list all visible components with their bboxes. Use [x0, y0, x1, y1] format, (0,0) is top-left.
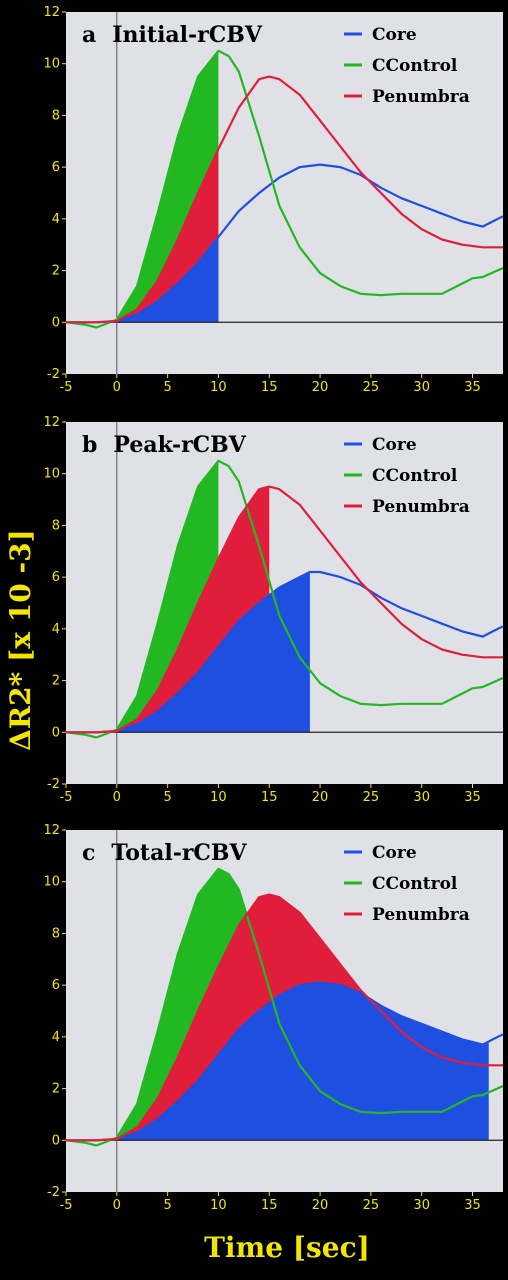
- y-tick-label: 10: [43, 57, 60, 72]
- y-tick-label: 6: [52, 978, 60, 993]
- series-line-core: [66, 570, 503, 734]
- panel-b: b Peak-rCBV Core CControl Penumbra -2 0 2 4 6 8 10 1…: [43, 415, 503, 805]
- y-axis-label: ΔR2* [x 10 -3]: [4, 529, 37, 751]
- panel-letter: a: [82, 22, 96, 48]
- x-tick-label: 15: [261, 790, 278, 805]
- y-tick-label: -2: [47, 777, 60, 792]
- y-tick-label: 4: [52, 212, 60, 227]
- legend-label-core: Core: [372, 25, 417, 45]
- y-tick-label: -2: [47, 1185, 60, 1200]
- legend-label-penumbra: Penumbra: [372, 87, 470, 107]
- y-tick-label: 8: [52, 926, 60, 941]
- panel-a: a Initial-rCBV Core CControl Penumbra -2 0 2 4 6 8…: [43, 5, 503, 395]
- series-line-core: [66, 163, 503, 324]
- x-tick-label: 10: [210, 380, 227, 395]
- area-core: [116, 572, 310, 733]
- legend-label-ccontrol: CControl: [372, 466, 458, 486]
- panel-title-text: Total-rCBV: [111, 840, 247, 866]
- x-tick-label: 25: [363, 380, 380, 395]
- x-tick-label: 25: [363, 1198, 380, 1213]
- x-tick-label: 10: [210, 790, 227, 805]
- y-tick-label: 4: [52, 1030, 60, 1045]
- x-tick-label: 10: [210, 1198, 227, 1213]
- y-tick-label: 8: [52, 518, 60, 533]
- x-tick-label: 35: [464, 1198, 481, 1213]
- legend-label-penumbra: Penumbra: [372, 497, 470, 517]
- x-tick-label: 20: [312, 1198, 329, 1213]
- y-tick-label: 12: [43, 5, 60, 20]
- y-tick-label: 4: [52, 622, 60, 637]
- x-tick-label: 25: [363, 790, 380, 805]
- area-core: [116, 237, 219, 323]
- x-tick-label: 20: [312, 790, 329, 805]
- x-tick-label: -5: [60, 380, 73, 395]
- x-tick-label: 30: [413, 380, 430, 395]
- y-tick-label: 2: [52, 1082, 60, 1097]
- x-tick-label: 0: [113, 380, 121, 395]
- x-tick-label: 0: [113, 790, 121, 805]
- panel-c: c Total-rCBV Core CControl Penumbra -2 0 2 4 6 8 10…: [43, 823, 503, 1213]
- area-core: [116, 982, 488, 1141]
- y-tick-label: 0: [52, 315, 60, 330]
- y-tick-label: 2: [52, 264, 60, 279]
- series-line-ccontrol: [66, 867, 503, 1147]
- series-line-penumbra: [66, 485, 503, 734]
- panel-title-text: Peak-rCBV: [113, 432, 246, 458]
- panel-title: b Peak-rCBV: [82, 432, 247, 458]
- y-tick-label: 0: [52, 1133, 60, 1148]
- x-tick-label: 5: [163, 1198, 171, 1213]
- series-line-penumbra: [66, 75, 503, 324]
- x-tick-label: 5: [163, 790, 171, 805]
- panel-letter: b: [82, 432, 97, 458]
- x-tick-label: 15: [261, 1198, 278, 1213]
- y-tick-label: 0: [52, 725, 60, 740]
- y-tick-label: 12: [43, 823, 60, 838]
- y-tick-label: 6: [52, 570, 60, 585]
- y-tick-label: 10: [43, 875, 60, 890]
- x-tick-label: 20: [312, 380, 329, 395]
- panel-title: c Total-rCBV: [82, 840, 248, 866]
- y-tick-label: 10: [43, 467, 60, 482]
- legend-label-ccontrol: CControl: [372, 874, 458, 894]
- legend-label-penumbra: Penumbra: [372, 905, 470, 925]
- y-tick-label: 6: [52, 160, 60, 175]
- series-line-core: [66, 981, 503, 1142]
- legend-label-ccontrol: CControl: [372, 56, 458, 76]
- legend-label-core: Core: [372, 435, 417, 455]
- x-tick-label: -5: [60, 1198, 73, 1213]
- y-tick-label: -2: [47, 367, 60, 382]
- y-tick-label: 2: [52, 674, 60, 689]
- x-tick-label: -5: [60, 790, 73, 805]
- x-tick-label: 0: [113, 1198, 121, 1213]
- panel-letter: c: [82, 840, 95, 866]
- panel-title: a Initial-rCBV: [82, 22, 263, 48]
- x-axis-label: Time [sec]: [204, 1231, 370, 1264]
- series-line-ccontrol: [66, 459, 503, 739]
- legend-label-core: Core: [372, 843, 417, 863]
- x-tick-label: 30: [413, 1198, 430, 1213]
- x-tick-label: 35: [464, 380, 481, 395]
- x-tick-label: 15: [261, 380, 278, 395]
- x-tick-label: 5: [163, 380, 171, 395]
- panel-title-text: Initial-rCBV: [112, 22, 263, 48]
- x-tick-label: 35: [464, 790, 481, 805]
- x-tick-label: 30: [413, 790, 430, 805]
- y-tick-label: 12: [43, 415, 60, 430]
- series-line-ccontrol: [66, 49, 503, 329]
- y-tick-label: 8: [52, 108, 60, 123]
- series-line-penumbra: [66, 893, 503, 1142]
